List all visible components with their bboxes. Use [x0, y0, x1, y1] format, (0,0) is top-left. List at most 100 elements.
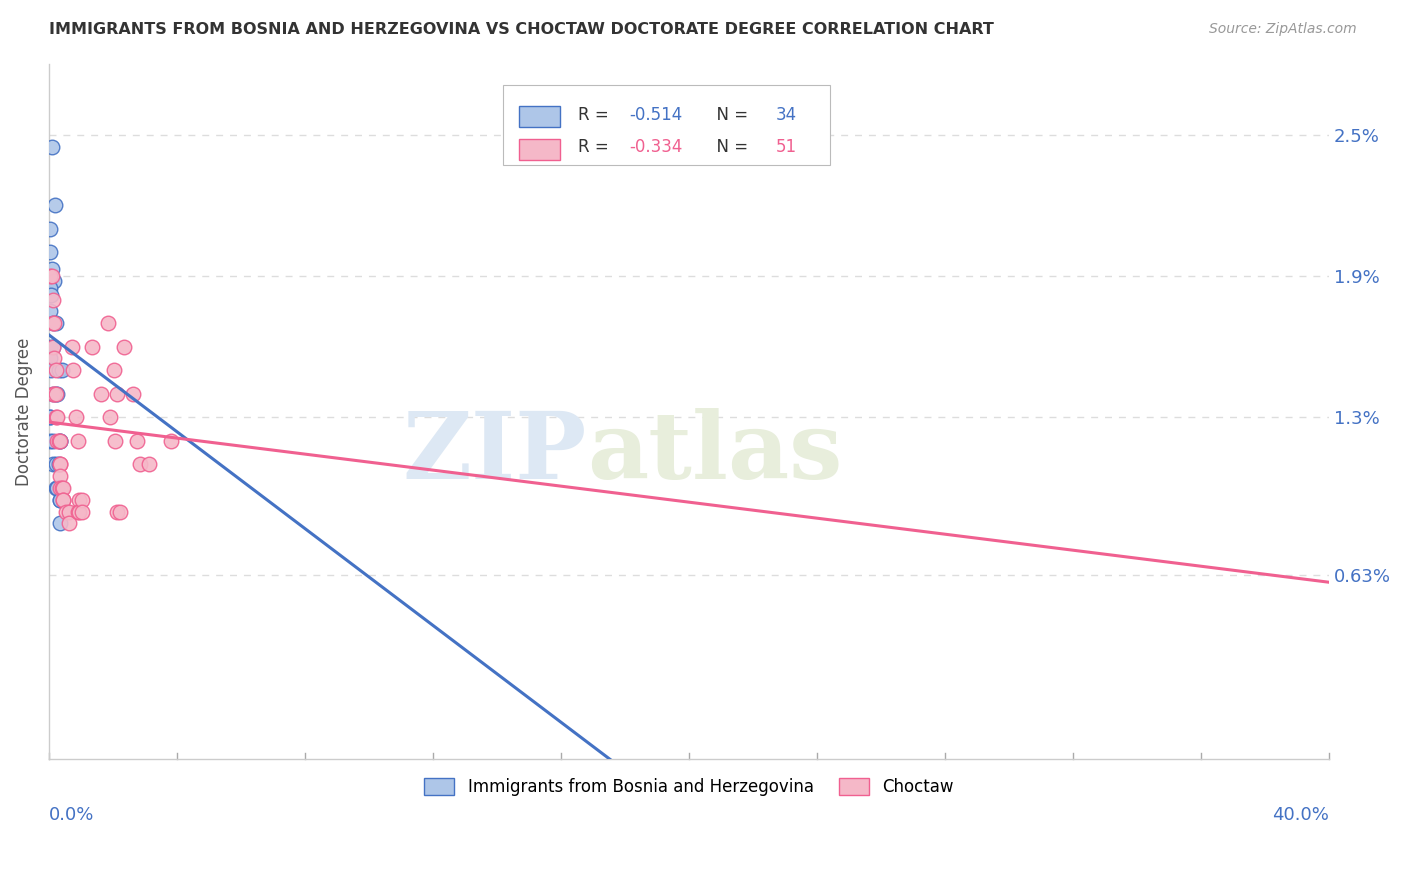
Point — [48, 516, 70, 531]
Point — [42, 351, 65, 366]
Point — [39, 410, 62, 425]
Point — [49, 434, 72, 448]
Point — [46, 410, 69, 425]
Point — [49, 458, 72, 472]
Point — [45, 458, 67, 472]
Point — [58, 505, 80, 519]
Point — [38, 281, 60, 295]
Point — [44, 198, 66, 212]
Point — [39, 351, 62, 366]
Point — [42, 316, 65, 330]
Point — [67, 492, 90, 507]
Point — [67, 505, 90, 519]
Point — [48, 458, 70, 472]
Point — [45, 316, 67, 330]
Text: ZIP: ZIP — [402, 409, 586, 498]
Point — [112, 340, 135, 354]
Point — [110, 505, 132, 519]
Point — [42, 340, 65, 354]
Point — [67, 505, 90, 519]
Text: N =: N = — [706, 138, 754, 156]
Text: R =: R = — [578, 106, 613, 124]
Point — [55, 505, 77, 519]
Point — [138, 458, 160, 472]
Point — [49, 434, 72, 448]
Point — [82, 340, 104, 354]
Point — [42, 387, 65, 401]
Text: N =: N = — [706, 106, 754, 124]
Point — [46, 387, 69, 401]
Point — [41, 139, 63, 153]
Point — [48, 434, 70, 448]
FancyBboxPatch shape — [503, 85, 830, 165]
Point — [70, 492, 93, 507]
Point — [52, 481, 75, 495]
Legend: Immigrants from Bosnia and Herzegovina, Choctaw: Immigrants from Bosnia and Herzegovina, … — [418, 772, 960, 803]
Point — [103, 363, 125, 377]
Point — [42, 293, 65, 307]
Point — [45, 410, 67, 425]
Point — [49, 492, 72, 507]
Text: 40.0%: 40.0% — [1272, 806, 1329, 824]
Point — [122, 387, 145, 401]
Point — [96, 316, 118, 330]
Point — [125, 434, 148, 448]
Point — [41, 262, 63, 277]
Point — [60, 340, 83, 354]
Point — [42, 274, 65, 288]
Text: -0.514: -0.514 — [628, 106, 682, 124]
Text: -0.334: -0.334 — [628, 138, 682, 156]
Point — [45, 481, 67, 495]
Point — [58, 516, 80, 531]
Point — [160, 434, 183, 448]
Point — [67, 434, 90, 448]
Point — [46, 481, 69, 495]
Point — [51, 363, 73, 377]
Point — [45, 387, 67, 401]
Point — [52, 492, 75, 507]
Point — [65, 410, 87, 425]
Text: atlas: atlas — [586, 409, 842, 498]
Point — [42, 434, 65, 448]
Point — [42, 387, 65, 401]
Point — [100, 410, 122, 425]
Point — [48, 458, 70, 472]
Point — [42, 316, 65, 330]
Bar — [519, 139, 560, 160]
Point — [51, 481, 73, 495]
Point — [39, 245, 62, 260]
Point — [41, 268, 63, 283]
Point — [103, 434, 125, 448]
Point — [49, 469, 72, 483]
Point — [70, 505, 93, 519]
Text: 0.0%: 0.0% — [49, 806, 94, 824]
Point — [45, 434, 67, 448]
Point — [42, 340, 65, 354]
Point — [39, 304, 62, 318]
Text: R =: R = — [578, 138, 613, 156]
Point — [107, 505, 129, 519]
Point — [45, 387, 67, 401]
Text: 51: 51 — [776, 138, 797, 156]
Y-axis label: Doctorate Degree: Doctorate Degree — [15, 337, 32, 485]
Point — [39, 363, 62, 377]
Point — [48, 363, 70, 377]
Point — [45, 363, 67, 377]
Point — [42, 387, 65, 401]
Point — [48, 434, 70, 448]
Point — [42, 316, 65, 330]
Text: Source: ZipAtlas.com: Source: ZipAtlas.com — [1209, 22, 1357, 37]
Text: 34: 34 — [776, 106, 797, 124]
Point — [39, 434, 62, 448]
Point — [38, 268, 60, 283]
Point — [39, 288, 62, 302]
Point — [49, 481, 72, 495]
Point — [128, 458, 150, 472]
Text: IMMIGRANTS FROM BOSNIA AND HERZEGOVINA VS CHOCTAW DOCTORATE DEGREE CORRELATION C: IMMIGRANTS FROM BOSNIA AND HERZEGOVINA V… — [49, 22, 994, 37]
Point — [39, 410, 62, 425]
Point — [52, 492, 75, 507]
Point — [38, 222, 60, 236]
Bar — [519, 106, 560, 128]
Point — [42, 458, 65, 472]
Point — [48, 492, 70, 507]
